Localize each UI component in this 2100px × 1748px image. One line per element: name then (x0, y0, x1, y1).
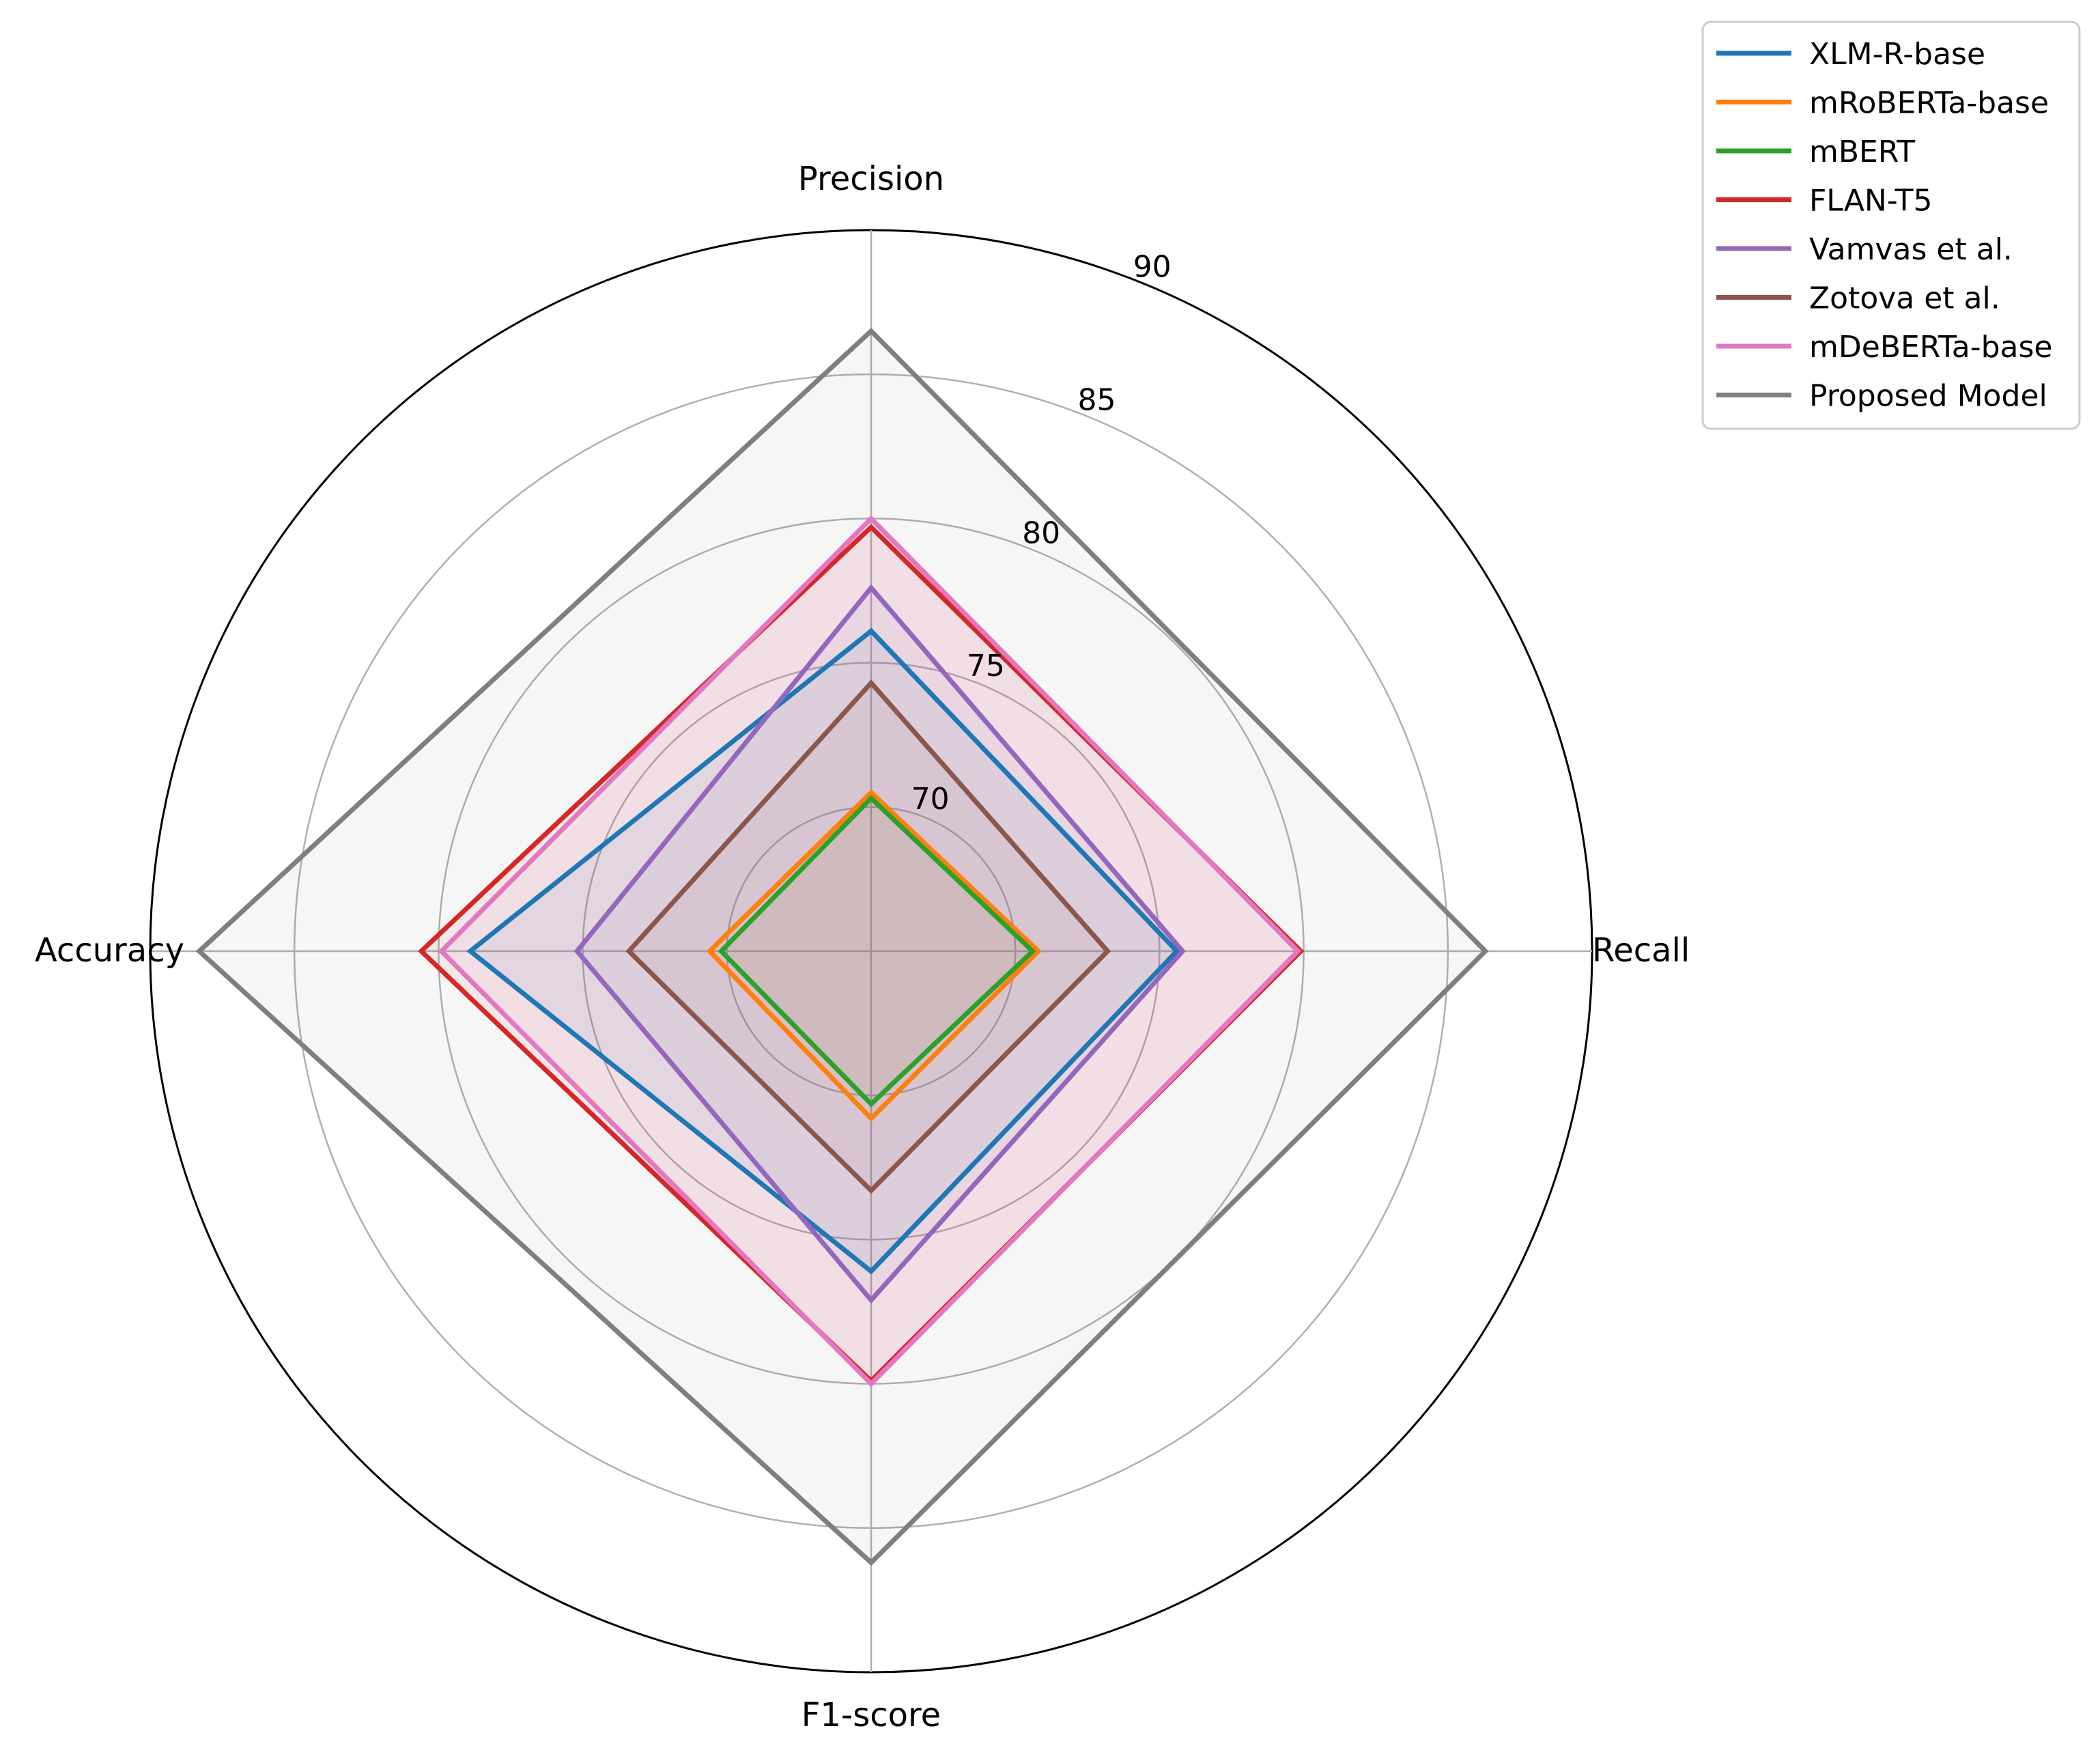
series-line-vamvas-et-al (573, 584, 1186, 1304)
tick-label-80: 80 (1022, 516, 1060, 550)
axis-label-accuracy: Accuracy (35, 931, 184, 970)
legend-frame (1701, 20, 2081, 430)
series-fill-xlm-r-base (470, 631, 1177, 1271)
legend: XLM-R-base mRoBERTa-base mBERT FLAN-T5 Vamva… (1701, 20, 2081, 430)
series-lines (195, 327, 1489, 1566)
tick-label-70: 70 (911, 782, 950, 817)
series-line-mroberta-base (706, 789, 1042, 1122)
series-line-mdeberta-base (438, 515, 1302, 1387)
legend-label-xlm-r-base: XLM-R-base (1809, 37, 1985, 72)
series-line-proposed-model (195, 327, 1489, 1566)
series-line-mbert (718, 795, 1036, 1108)
legend-label-zotova-et-al: Zotova et al. (1809, 281, 2000, 316)
legend-label-vamvas-et-al: Vamvas et al. (1809, 232, 2013, 267)
legend-label-flan-t5: FLAN-T5 (1809, 184, 1933, 218)
tick-label-90: 90 (1133, 249, 1172, 284)
axis-label-recall: Recall (1592, 931, 1690, 970)
series-line-xlm-r-base (466, 628, 1180, 1275)
series-line-zotova-et-al (625, 679, 1111, 1194)
tick-label-85: 85 (1078, 382, 1116, 417)
axis-label-f1-score: F1-score (801, 1696, 941, 1734)
radial-tick-labels: 70 75 80 85 90 (911, 249, 1172, 817)
axis-label-precision: Precision (798, 160, 944, 198)
series-fill-proposed-model (199, 330, 1486, 1563)
series-fill-zotova-et-al (629, 683, 1108, 1191)
legend-label-proposed-model: Proposed Model (1809, 379, 2047, 414)
tick-label-75: 75 (967, 649, 1005, 683)
legend-label-mroberta-base: mRoBERTa-base (1809, 86, 2049, 121)
series-fill-flan-t5 (421, 527, 1301, 1381)
axis-labels: Precision Recall F1-score Accuracy (35, 160, 1690, 1734)
legend-label-mbert: mBERT (1809, 135, 1915, 169)
legend-label-mdeberta-base: mDeBERTa-base (1809, 330, 2053, 365)
